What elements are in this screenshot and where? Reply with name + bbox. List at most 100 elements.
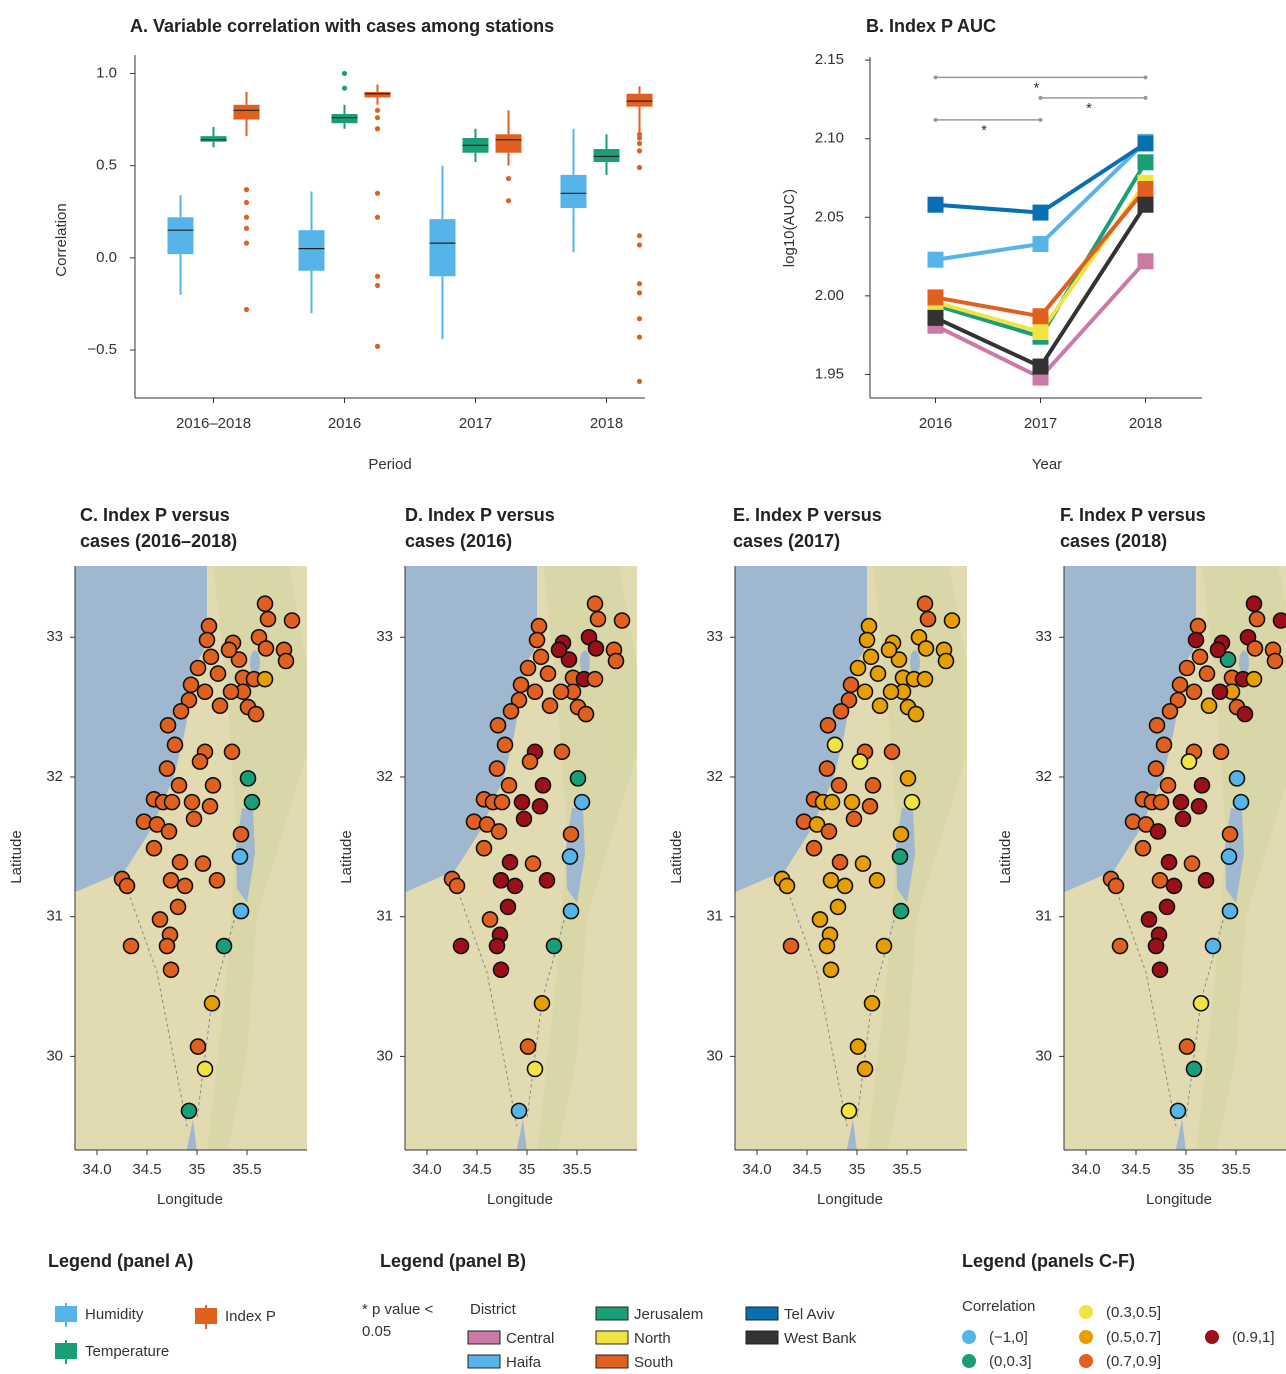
station — [870, 873, 885, 888]
station — [494, 873, 509, 888]
y-tick-label: 30 — [1035, 1047, 1052, 1064]
box — [594, 149, 620, 162]
station — [1163, 704, 1178, 719]
station — [285, 613, 300, 628]
station — [191, 1039, 206, 1054]
station — [864, 649, 879, 664]
panel-title: E. Index P versus cases (2017) — [733, 502, 923, 554]
station — [205, 996, 220, 1011]
legend-swatch — [746, 1331, 778, 1344]
legend-swatch — [596, 1331, 628, 1344]
station — [200, 633, 215, 648]
station — [494, 962, 509, 977]
station — [1247, 672, 1262, 687]
station — [259, 641, 274, 656]
station — [234, 827, 249, 842]
station — [1193, 649, 1208, 664]
station — [1230, 771, 1245, 786]
station — [196, 856, 211, 871]
station — [217, 939, 232, 954]
x-axis-title: Longitude — [157, 1191, 223, 1208]
station — [171, 899, 186, 914]
x-tick-label: 34.5 — [462, 1161, 491, 1178]
y-tick-label: 33 — [376, 628, 393, 645]
station — [813, 912, 828, 927]
panel-title: F. Index P versus cases (2018) — [1060, 502, 1250, 554]
panel-title: C. Index P versus cases (2016–2018) — [80, 502, 270, 554]
y-tick-label: 33 — [46, 628, 63, 645]
station — [514, 677, 529, 692]
station — [261, 612, 276, 627]
chart: A. Variable correlation with cases among… — [0, 0, 1286, 1374]
box — [201, 136, 227, 142]
station — [174, 704, 189, 719]
x-tick-label: 2017 — [459, 415, 492, 432]
station — [202, 619, 217, 634]
station — [164, 873, 179, 888]
y-tick-label: 32 — [1035, 768, 1052, 785]
station — [851, 660, 866, 675]
y-tick-label: 2.10 — [815, 130, 844, 147]
outlier — [375, 215, 380, 220]
point — [1033, 324, 1049, 340]
station — [1214, 744, 1229, 759]
station — [838, 878, 853, 893]
station — [1180, 1039, 1195, 1054]
legend-swatch — [596, 1307, 628, 1320]
station — [503, 855, 518, 870]
station — [853, 754, 868, 769]
station — [822, 824, 837, 839]
station — [203, 799, 218, 814]
y-tick-label: 2.00 — [815, 287, 844, 304]
station — [858, 1061, 873, 1076]
outlier — [244, 200, 249, 205]
station — [1154, 795, 1169, 810]
station — [213, 698, 228, 713]
station — [877, 939, 892, 954]
chart-title: A. Variable correlation with cases among… — [130, 16, 554, 36]
point — [928, 310, 944, 326]
station — [1199, 873, 1214, 888]
bracket-end — [1144, 75, 1148, 79]
x-tick-label: 35.5 — [562, 1161, 591, 1178]
box — [332, 114, 358, 123]
station — [885, 744, 900, 759]
point — [1033, 359, 1049, 375]
station — [1171, 1103, 1186, 1118]
y-tick-label: 31 — [376, 908, 393, 925]
legend-label: Temperature — [85, 1343, 169, 1360]
station — [579, 707, 594, 722]
station — [1195, 778, 1210, 793]
station — [160, 761, 175, 776]
station — [894, 827, 909, 842]
station — [508, 878, 523, 893]
station — [1167, 878, 1182, 893]
legend-swatch — [55, 1343, 77, 1359]
station — [172, 778, 187, 793]
x-tick-label: 34.5 — [792, 1161, 821, 1178]
station — [454, 939, 469, 954]
bracket-end — [934, 75, 938, 79]
station — [164, 962, 179, 977]
map-panel — [727, 553, 977, 1168]
station — [1274, 613, 1286, 628]
station — [833, 855, 848, 870]
figure: A. Variable correlation with cases among… — [0, 0, 1286, 1374]
outlier — [244, 307, 249, 312]
station — [820, 939, 835, 954]
station — [1136, 841, 1151, 856]
station — [1213, 684, 1228, 699]
station — [490, 761, 505, 776]
x-tick-label: 35 — [849, 1161, 866, 1178]
station — [784, 939, 799, 954]
station — [828, 737, 843, 752]
station — [871, 666, 886, 681]
lake — [580, 650, 590, 674]
outlier — [637, 335, 642, 340]
station — [856, 856, 871, 871]
station — [1223, 904, 1238, 919]
bracket-end — [1039, 96, 1043, 100]
station — [1174, 795, 1189, 810]
outlier — [375, 108, 380, 113]
station — [173, 855, 188, 870]
